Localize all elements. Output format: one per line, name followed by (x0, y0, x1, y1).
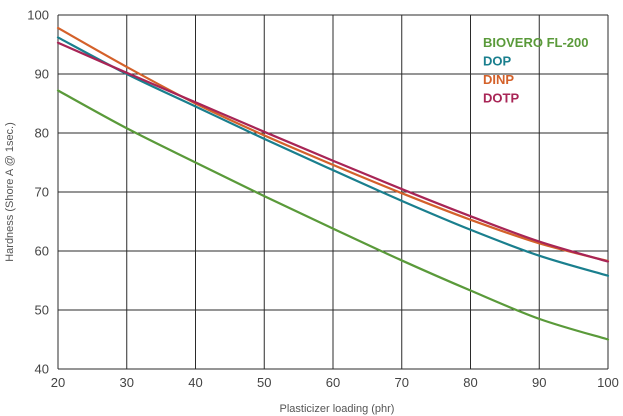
y-axis-ticks: 40 50 60 70 80 90 100 (27, 8, 49, 377)
legend-item-dop: DOP (483, 54, 512, 69)
x-tick-label: 50 (257, 375, 271, 390)
legend-item-dotp: DOTP (483, 91, 519, 106)
x-axis-ticks: 20 30 40 50 60 70 80 90 100 (51, 375, 619, 390)
x-tick-label: 60 (326, 375, 340, 390)
x-tick-label: 20 (51, 375, 65, 390)
series-line-dop (56, 36, 610, 277)
y-tick-label: 50 (35, 303, 49, 318)
series-line-biovero-fl-200 (56, 89, 610, 341)
x-tick-label: 70 (395, 375, 409, 390)
y-tick-label: 40 (35, 362, 49, 377)
grid (57, 14, 609, 370)
y-tick-label: 90 (35, 67, 49, 82)
x-tick-label: 80 (463, 375, 477, 390)
x-tick-label: 30 (120, 375, 134, 390)
y-tick-label: 100 (27, 8, 49, 23)
y-tick-label: 70 (35, 185, 49, 200)
legend-item-dinp: DINP (483, 72, 514, 87)
x-axis-title: Plasticizer loading (phr) (280, 403, 395, 415)
legend: BIOVERO FL-200 DOP DINP DOTP (483, 35, 588, 106)
series-line-dotp (56, 41, 610, 263)
series-line-dinp (56, 26, 610, 263)
series-lines (56, 26, 610, 341)
x-tick-label: 40 (188, 375, 202, 390)
x-tick-label: 100 (597, 375, 619, 390)
legend-item-biovero-fl-200: BIOVERO FL-200 (483, 35, 588, 50)
y-tick-label: 60 (35, 244, 49, 259)
y-axis-title: Hardness (Shore A @ 1sec.) (4, 122, 16, 262)
y-tick-label: 80 (35, 126, 49, 141)
x-tick-label: 90 (532, 375, 546, 390)
